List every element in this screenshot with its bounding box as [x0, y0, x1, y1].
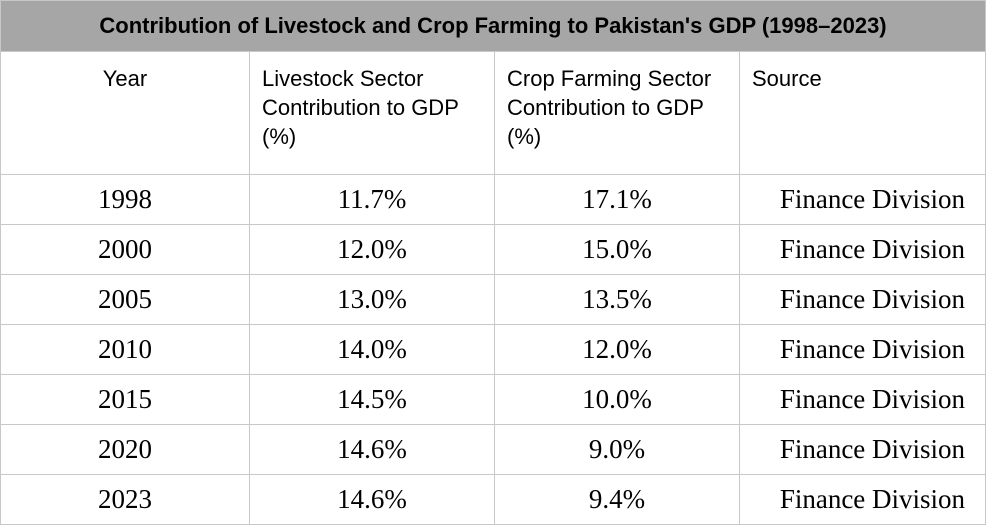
header-livestock: Livestock Sector Contribution to GDP (%) — [249, 51, 495, 175]
cell-livestock: 14.6% — [249, 474, 495, 525]
header-year: Year — [0, 51, 250, 175]
table-row: 2000 12.0% 15.0% Finance Division — [0, 224, 986, 275]
cell-crop: 15.0% — [494, 224, 740, 275]
title-row: Contribution of Livestock and Crop Farmi… — [0, 0, 986, 52]
cell-year: 1998 — [0, 174, 250, 225]
cell-crop: 12.0% — [494, 324, 740, 375]
cell-source: Finance Division — [738, 274, 986, 325]
table-row: 2020 14.6% 9.0% Finance Division — [0, 424, 986, 475]
cell-livestock: 14.0% — [249, 324, 495, 375]
table-row: 1998 11.7% 17.1% Finance Division — [0, 174, 986, 225]
cell-livestock: 13.0% — [249, 274, 495, 325]
cell-livestock: 14.6% — [249, 424, 495, 475]
header-row: Year Livestock Sector Contribution to GD… — [0, 51, 986, 175]
table-row: 2005 13.0% 13.5% Finance Division — [0, 274, 986, 325]
cell-year: 2010 — [0, 324, 250, 375]
header-source: Source — [738, 51, 986, 175]
cell-source: Finance Division — [738, 474, 986, 525]
cell-year: 2023 — [0, 474, 250, 525]
cell-source: Finance Division — [738, 424, 986, 475]
cell-crop: 13.5% — [494, 274, 740, 325]
cell-livestock: 14.5% — [249, 374, 495, 425]
cell-source: Finance Division — [738, 374, 986, 425]
cell-crop: 9.4% — [494, 474, 740, 525]
table-row: 2023 14.6% 9.4% Finance Division — [0, 474, 986, 525]
cell-year: 2015 — [0, 374, 250, 425]
cell-crop: 17.1% — [494, 174, 740, 225]
cell-livestock: 12.0% — [249, 224, 495, 275]
table-row: 2010 14.0% 12.0% Finance Division — [0, 324, 986, 375]
table-row: 2015 14.5% 10.0% Finance Division — [0, 374, 986, 425]
cell-source: Finance Division — [738, 324, 986, 375]
cell-source: Finance Division — [738, 174, 986, 225]
cell-crop: 10.0% — [494, 374, 740, 425]
table-title: Contribution of Livestock and Crop Farmi… — [0, 0, 986, 52]
header-crop: Crop Farming Sector Contribution to GDP … — [494, 51, 740, 175]
cell-livestock: 11.7% — [249, 174, 495, 225]
cell-year: 2000 — [0, 224, 250, 275]
cell-year: 2020 — [0, 424, 250, 475]
cell-source: Finance Division — [738, 224, 986, 275]
cell-year: 2005 — [0, 274, 250, 325]
cell-crop: 9.0% — [494, 424, 740, 475]
